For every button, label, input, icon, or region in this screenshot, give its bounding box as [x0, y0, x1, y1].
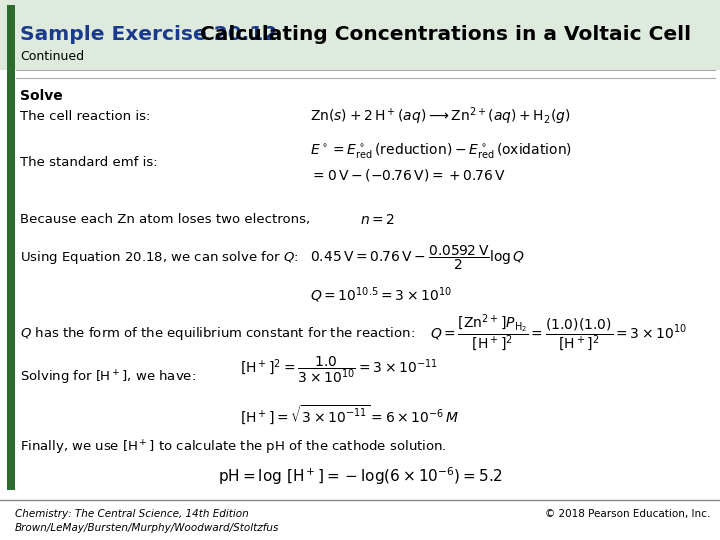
Text: $E^\circ = E^\circ_{\mathrm{red}}\,(\mathrm{reduction}) - E^\circ_{\mathrm{red}}: $E^\circ = E^\circ_{\mathrm{red}}\,(\mat…: [310, 141, 572, 160]
Text: Calculating Concentrations in a Voltaic Cell: Calculating Concentrations in a Voltaic …: [200, 25, 691, 44]
Text: Chemistry: The Central Science, 14th Edition: Chemistry: The Central Science, 14th Edi…: [15, 509, 248, 519]
Text: The cell reaction is:: The cell reaction is:: [20, 110, 150, 123]
Text: $\mathrm{Zn}(s) + 2\,\mathrm{H}^+(aq) \longrightarrow \mathrm{Zn}^{2+}(aq) + \ma: $\mathrm{Zn}(s) + 2\,\mathrm{H}^+(aq) \l…: [310, 105, 570, 127]
Text: © 2018 Pearson Education, Inc.: © 2018 Pearson Education, Inc.: [545, 509, 710, 519]
Text: $Q = 10^{10.5} = 3 \times 10^{10}$: $Q = 10^{10.5} = 3 \times 10^{10}$: [310, 285, 452, 305]
Text: $0.45\,\mathrm{V} = 0.76\,\mathrm{V} - \dfrac{0.0592\,\mathrm{V}}{2}\log Q$: $0.45\,\mathrm{V} = 0.76\,\mathrm{V} - \…: [310, 244, 525, 272]
Text: Using Equation 20.18, we can solve for $Q$:: Using Equation 20.18, we can solve for $…: [20, 249, 298, 267]
Text: Continued: Continued: [20, 51, 84, 64]
Text: $[\mathrm{H}^+]^2 = \dfrac{1.0}{3 \times 10^{10}} = 3 \times 10^{-11}$: $[\mathrm{H}^+]^2 = \dfrac{1.0}{3 \times…: [240, 355, 438, 386]
Text: The standard emf is:: The standard emf is:: [20, 157, 158, 170]
Text: $= 0\,\mathrm{V} - (-0.76\,\mathrm{V}) = +0.76\,\mathrm{V}$: $= 0\,\mathrm{V} - (-0.76\,\mathrm{V}) =…: [310, 167, 506, 183]
Text: Because each Zn atom loses two electrons,: Because each Zn atom loses two electrons…: [20, 213, 310, 226]
Bar: [0, 0, 720, 70]
Text: $\mathrm{pH} = \log\,[\mathrm{H}^+] = -\log(6 \times 10^{-6}) = 5.2$: $\mathrm{pH} = \log\,[\mathrm{H}^+] = -\…: [217, 465, 503, 487]
Text: $[\mathrm{H}^+] = \sqrt{3 \times 10^{-11}} = 6 \times 10^{-6}\,M$: $[\mathrm{H}^+] = \sqrt{3 \times 10^{-11…: [240, 403, 459, 427]
Text: Solve: Solve: [20, 89, 63, 103]
Text: Finally, we use [H$^+$] to calculate the pH of the cathode solution.: Finally, we use [H$^+$] to calculate the…: [20, 439, 446, 457]
Text: Sample Exercise 20.12: Sample Exercise 20.12: [20, 25, 284, 44]
Text: $Q$ has the form of the equilibrium constant for the reaction:: $Q$ has the form of the equilibrium cons…: [20, 325, 415, 341]
Bar: [7, 5, 15, 490]
Text: $Q = \dfrac{[\mathrm{Zn}^{2+}]P_{\mathrm{H_2}}}{[\mathrm{H}^+]^2} = \dfrac{(1.0): $Q = \dfrac{[\mathrm{Zn}^{2+}]P_{\mathrm…: [430, 313, 687, 354]
Text: Solving for [H$^+$], we have:: Solving for [H$^+$], we have:: [20, 369, 196, 387]
Text: Brown/LeMay/Bursten/Murphy/Woodward/Stoltzfus: Brown/LeMay/Bursten/Murphy/Woodward/Stol…: [15, 523, 279, 533]
Text: $n = 2$: $n = 2$: [360, 213, 395, 227]
